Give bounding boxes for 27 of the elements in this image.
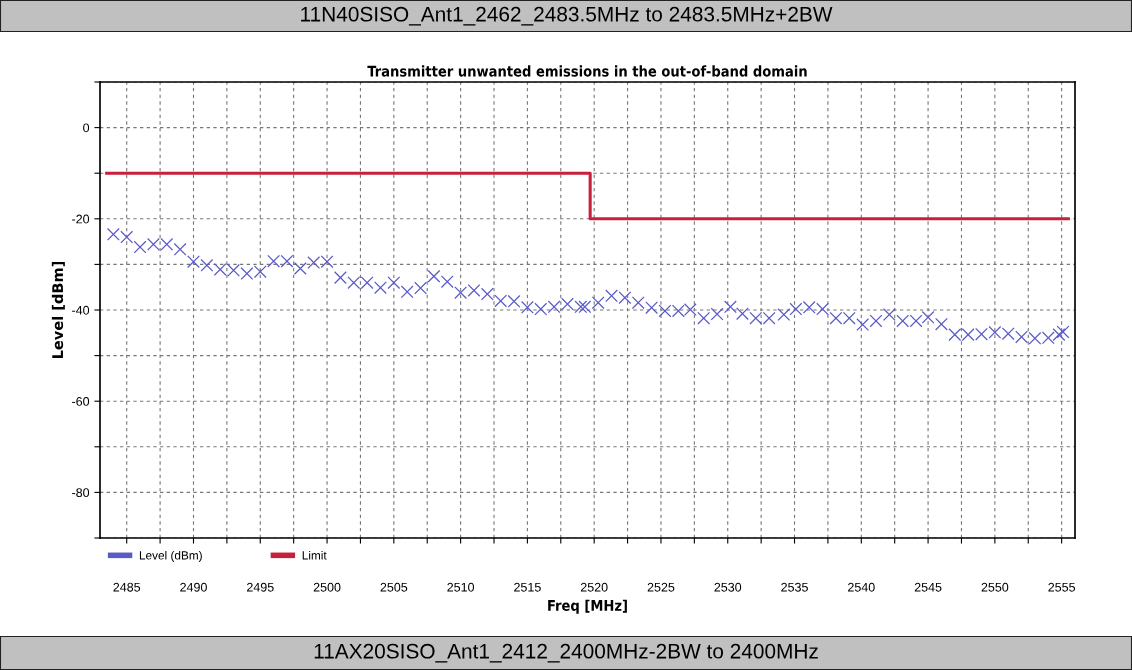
legend-label: Level (dBm) bbox=[139, 550, 202, 562]
legend-label: Limit bbox=[302, 550, 327, 560]
text: 11AX20SISO_Ant1_2412_2400MHz-2BW to 2400MHz bbox=[314, 643, 818, 663]
x-tick-label: 2555 bbox=[1048, 582, 1076, 592]
x-tick-label: 2495 bbox=[247, 582, 274, 592]
x-tick-label: 2520 bbox=[580, 582, 608, 592]
x-tick-label: 2515 bbox=[514, 582, 541, 592]
x-tick-label: 2485 bbox=[113, 582, 141, 592]
y-tick-label: -80 bbox=[72, 488, 90, 498]
x-tick-label: 2525 bbox=[647, 582, 675, 592]
chart-title: 11N40SISO_Ant1_2462_2483.5MHz to 2483.5MHz+2BW bbox=[301, 6, 833, 26]
x-tick-label: 2510 bbox=[447, 582, 475, 592]
x-tick-label: 2545 bbox=[914, 582, 942, 592]
x-tick-label: 2490 bbox=[180, 582, 207, 592]
y-tick-label: -40 bbox=[72, 305, 90, 315]
y-tick-label: -20 bbox=[72, 214, 90, 224]
x-tick-label: 2550 bbox=[981, 582, 1009, 592]
y-tick-label: -60 bbox=[72, 397, 90, 406]
x-tick-label: 2540 bbox=[848, 582, 875, 592]
x-tick-label: 2535 bbox=[781, 582, 808, 592]
y-tick-label: 0 bbox=[83, 123, 90, 133]
x-axis-title: Freq [MHz] bbox=[548, 599, 627, 614]
x-tick-label: 2500 bbox=[313, 582, 341, 592]
y-axis-title: Level [dBm] bbox=[51, 261, 65, 359]
x-tick-label: 2530 bbox=[714, 582, 742, 592]
x-tick-label: 2505 bbox=[380, 582, 408, 592]
chart-subtitle: Transmitter unwanted emissions in the out-of-band domain bbox=[367, 65, 807, 77]
